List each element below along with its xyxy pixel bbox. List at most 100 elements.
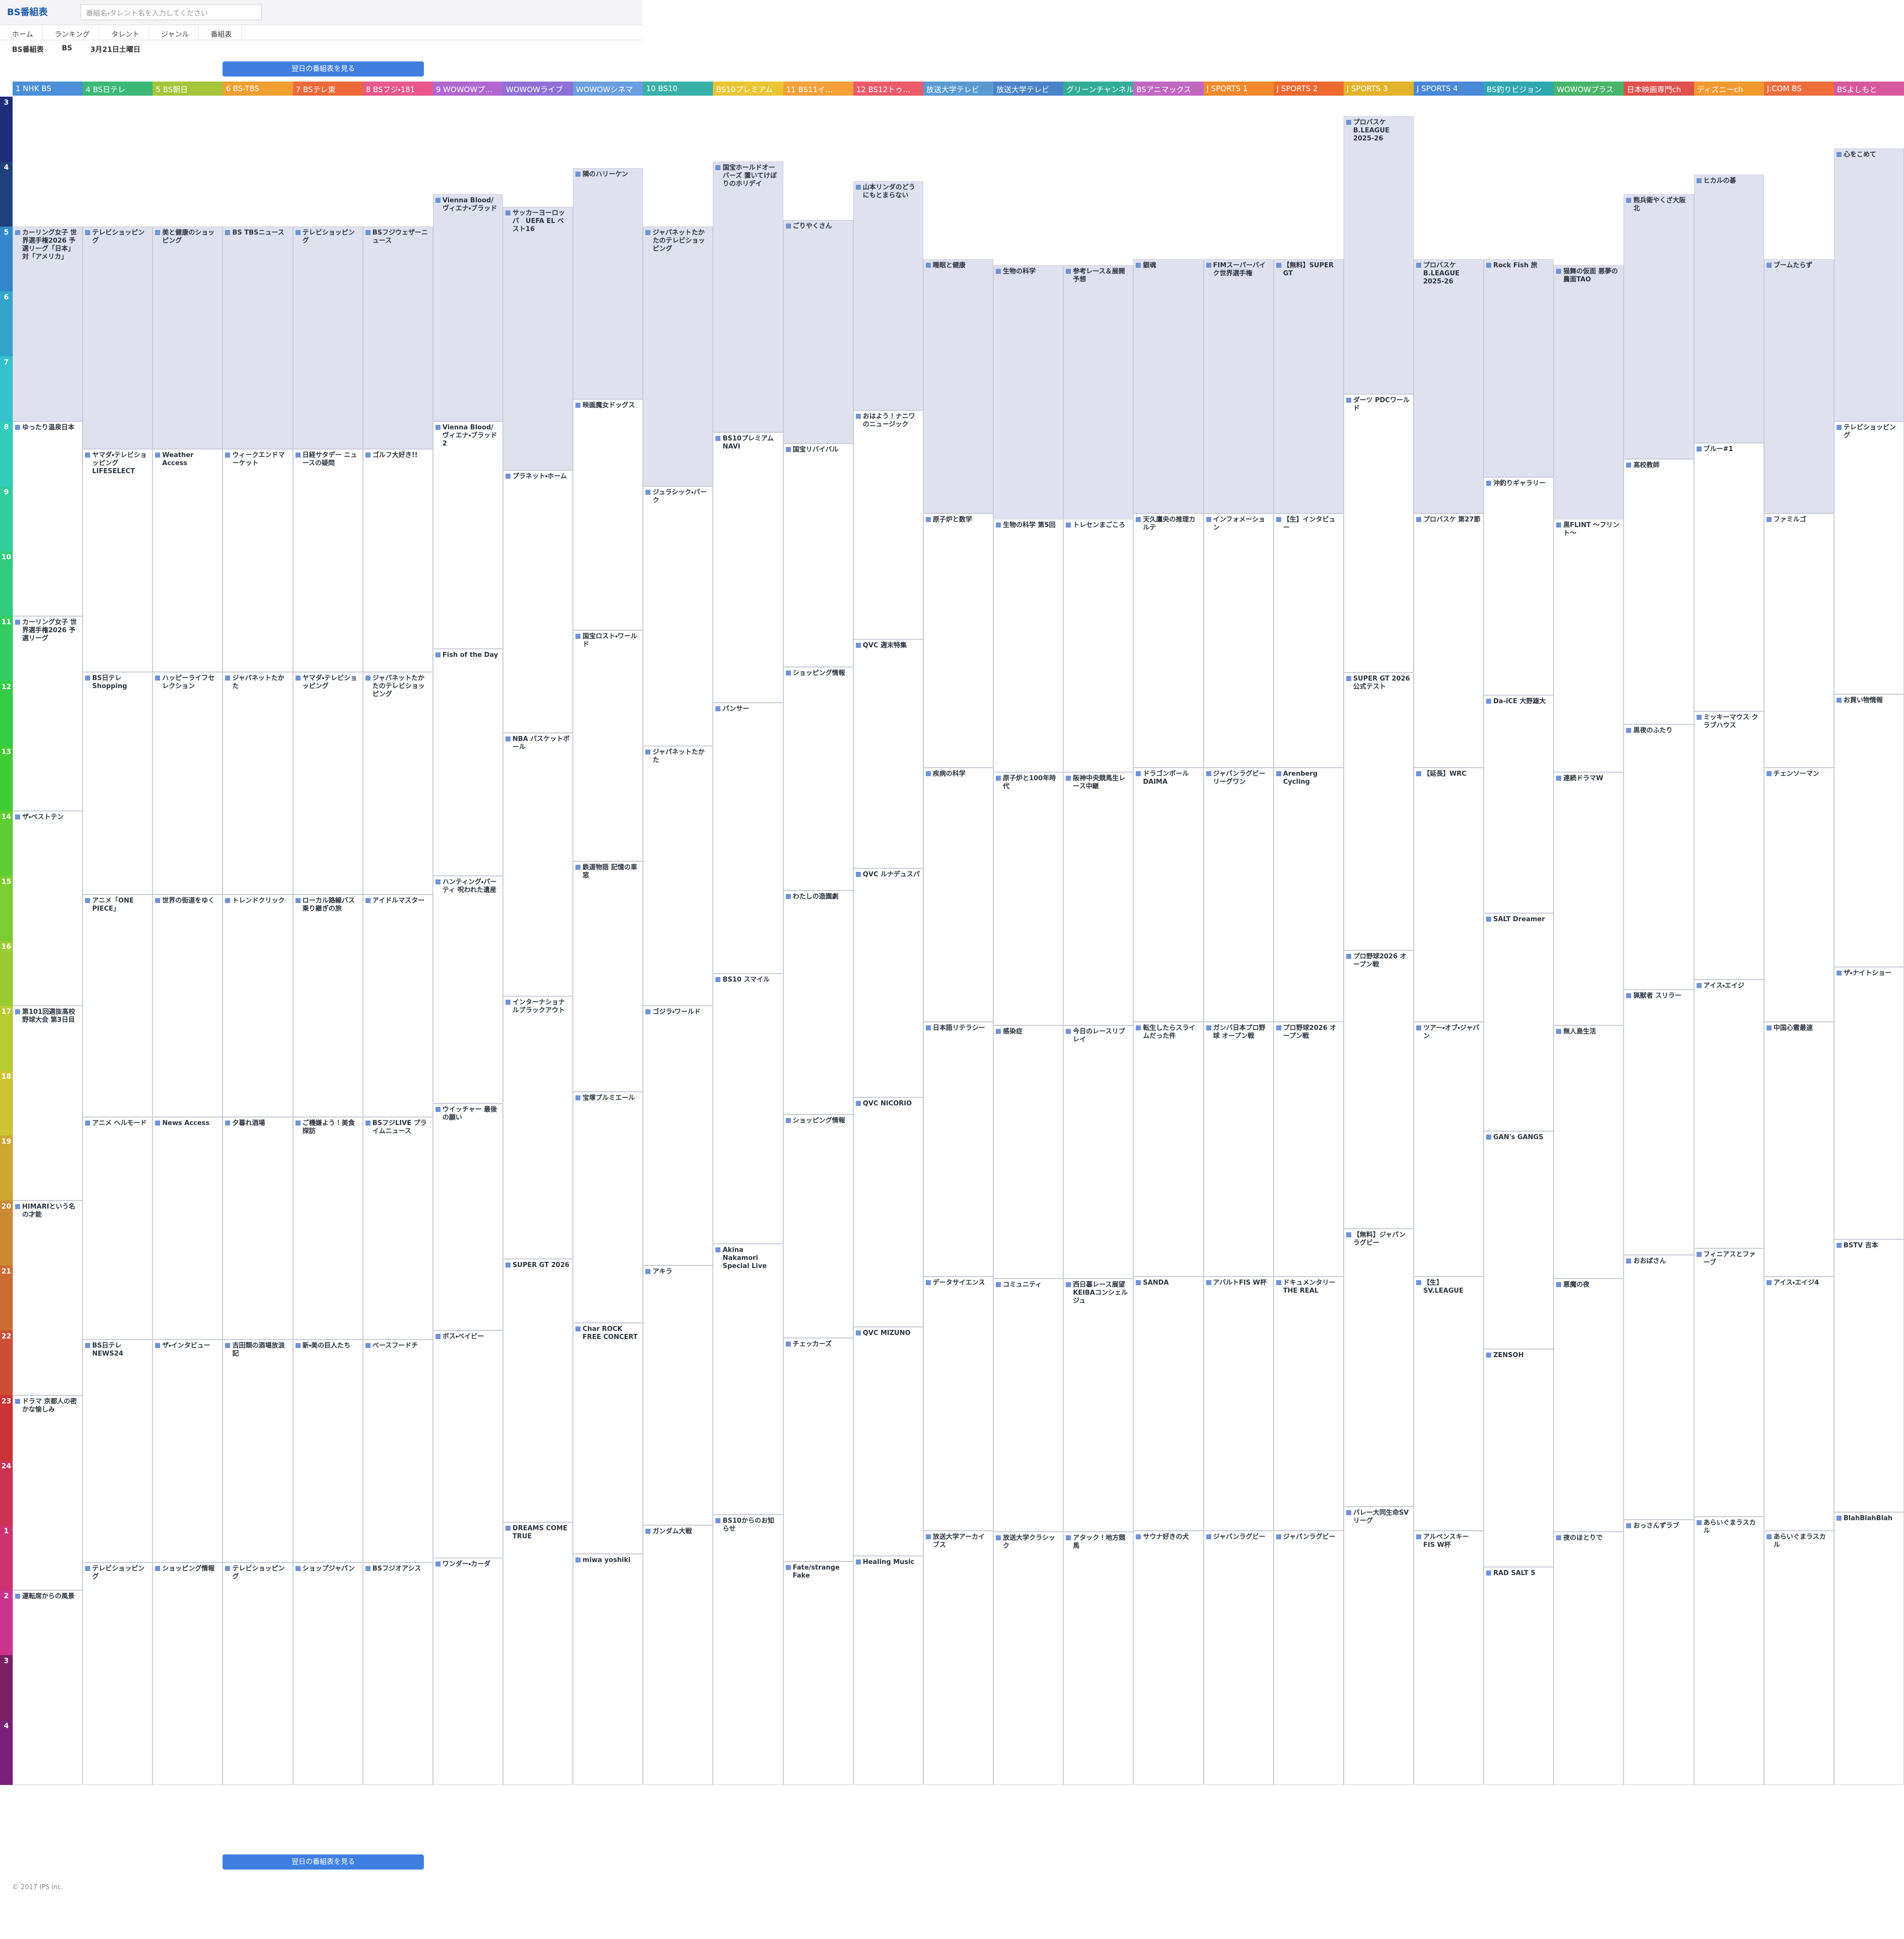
program-cell[interactable]: ワンダー・カーダ [432, 1557, 503, 1785]
program-cell[interactable]: ショッピング情報 [783, 667, 853, 891]
nav-item[interactable]: 番組表 [199, 26, 242, 40]
program-cell[interactable]: ガンバ日本プロ野球 オープン戦 [1203, 1022, 1274, 1277]
program-cell[interactable]: プロ野球2026 オープン戦 [1343, 950, 1414, 1229]
selector[interactable]: BS番組表 [12, 46, 44, 54]
program-cell[interactable]: 新・美の巨人たち [292, 1339, 363, 1562]
program-cell[interactable]: ブームたらず [1764, 259, 1834, 513]
program-cell[interactable]: アルペンスキー FIS W杯 [1413, 1530, 1484, 1785]
program-cell[interactable]: 夕暮れ酒場 [223, 1117, 293, 1340]
program-cell[interactable]: ゴジラ・ワールド [643, 1006, 713, 1265]
program-cell[interactable]: 原子炉と数学 [923, 513, 994, 768]
program-cell[interactable]: ジャパネットたかたのテレビショッピング [643, 227, 713, 486]
program-cell[interactable]: ウイッチャー 最後の願い [432, 1103, 503, 1330]
channel-header[interactable]: WOWOWライブ [503, 82, 573, 96]
program-cell[interactable]: コミュニティ [993, 1278, 1064, 1532]
program-cell[interactable]: ジャパンラグビー リーグワン [1203, 768, 1274, 1022]
program-cell[interactable]: Akina Nakamori Special Live [713, 1244, 783, 1515]
program-cell[interactable]: 疾病の科学 [923, 768, 994, 1022]
program-cell[interactable]: 黒FLINT 〜フリント〜 [1554, 518, 1624, 772]
program-cell[interactable]: ザ・ナイトショー [1834, 966, 1904, 1240]
channel-header[interactable]: ディズニーch [1694, 82, 1764, 96]
channel-header[interactable]: BS釣りビジョン [1484, 82, 1554, 96]
program-cell[interactable]: サウナ好きの犬 [1133, 1530, 1204, 1785]
program-cell[interactable]: アタック！地方競馬 [1063, 1531, 1134, 1785]
program-cell[interactable]: BS10プレミアム NAVI [713, 432, 783, 703]
nav-item[interactable]: ホーム [0, 26, 43, 40]
program-cell[interactable]: 日経サタデー ニュースの疑問 [292, 449, 363, 672]
program-cell[interactable]: 【延長】WRC [1413, 768, 1484, 1022]
program-cell[interactable]: ヤマダ・テレビショッピング [292, 672, 363, 894]
program-cell[interactable]: Arenberg Cycling [1273, 768, 1344, 1022]
program-cell[interactable]: ドラマ 京都人の密かな愉しみ [13, 1395, 83, 1590]
program-cell[interactable]: BSフジオアシス [362, 1562, 433, 1785]
program-cell[interactable]: ドキュメンタリー THE REAL [1273, 1276, 1344, 1531]
program-cell[interactable]: アイス・エイジ [1694, 980, 1764, 1248]
program-cell[interactable]: HIMARIという名の才能 [13, 1201, 83, 1395]
program-cell[interactable]: 【生】インタビュー [1273, 513, 1344, 768]
program-cell[interactable]: 西日暮レース展望 KEIBAコンシェルジュ [1063, 1278, 1134, 1532]
program-cell[interactable]: 今日のレースリプレイ [1063, 1025, 1134, 1279]
program-cell[interactable]: インターナショナルブラックアウト [503, 996, 573, 1259]
program-cell[interactable]: BSTV 吉本 [1834, 1239, 1904, 1513]
program-cell[interactable]: 日本語リテラシー [923, 1022, 994, 1277]
program-cell[interactable]: 猫舞の仮面 悪夢の農面TAO [1554, 265, 1624, 519]
channel-header[interactable]: 6 BS-TBS [223, 82, 293, 96]
program-cell[interactable]: ごりやくさん [783, 220, 853, 444]
program-cell[interactable]: ジャパネットたかた [643, 746, 713, 1006]
program-cell[interactable]: 転生したらスライムだった件 [1133, 1022, 1204, 1277]
program-cell[interactable]: 原子炉と100年時代 [993, 772, 1064, 1025]
nav-item[interactable]: ジャンル [149, 26, 199, 40]
program-cell[interactable]: テレビショッピング [1834, 421, 1904, 694]
program-cell[interactable]: ダーツ PDCワールド [1343, 394, 1414, 673]
program-cell[interactable]: ゴルフ大好き!! [362, 449, 433, 672]
program-cell[interactable]: チェンソーマン [1764, 768, 1834, 1022]
program-cell[interactable]: 【無料】ジャパンラグビー [1343, 1228, 1414, 1507]
program-cell[interactable]: ショッピング情報 [783, 1114, 853, 1338]
program-cell[interactable]: 【無料】SUPER GT [1273, 259, 1344, 513]
program-cell[interactable]: ドラゴンボール DAIMA [1133, 768, 1204, 1022]
program-cell[interactable]: ファミルゴ [1764, 513, 1834, 768]
program-cell[interactable]: ベースフードチ [362, 1339, 433, 1562]
program-cell[interactable]: ザ・インタビュー [153, 1339, 223, 1562]
program-cell[interactable]: miwa yoshiki [573, 1554, 643, 1785]
program-cell[interactable]: BSフジLIVE プライムニュース [362, 1117, 433, 1340]
program-cell[interactable]: 銀魂 [1133, 259, 1204, 513]
program-cell[interactable]: ジャパンラグビー [1203, 1530, 1274, 1785]
program-cell[interactable]: Weather Access [153, 449, 223, 672]
program-cell[interactable]: BS10 スマイル [713, 973, 783, 1244]
program-cell[interactable]: ショッピング情報 [153, 1562, 223, 1785]
program-cell[interactable]: トレセンまごころ [1063, 518, 1134, 772]
channel-header[interactable]: 10 BS10 [643, 82, 713, 96]
program-cell[interactable]: 鉄道物語 記憶の車窓 [573, 861, 643, 1092]
program-cell[interactable]: 天久鷹央の推理カルテ [1133, 513, 1204, 768]
program-cell[interactable]: QVC NICORIO [853, 1097, 923, 1327]
program-cell[interactable]: ガンダム大戦 [643, 1525, 713, 1785]
program-cell[interactable]: ブルー#1 [1694, 443, 1764, 712]
selector[interactable]: BS [61, 44, 72, 52]
program-cell[interactable]: SUPER GT 2026 [503, 1259, 573, 1522]
search-box[interactable]: 番組名・タレント名を入力してください [81, 4, 262, 20]
program-cell[interactable]: Char ROCK FREE CONCERT [573, 1323, 643, 1554]
channel-header[interactable]: 9 WOWOWプ… [432, 82, 503, 96]
program-cell[interactable]: 夜のほとりで [1554, 1531, 1624, 1785]
program-cell[interactable]: アイス・エイジ4 [1764, 1276, 1834, 1531]
program-cell[interactable]: プロバスケ 第27節 [1413, 513, 1484, 768]
program-cell[interactable]: 黒夜のふたり [1624, 724, 1694, 990]
channel-header[interactable]: 日本映画専門ch [1624, 82, 1694, 96]
program-cell[interactable]: テレビショッピング [223, 1562, 293, 1785]
channel-header[interactable]: J SPORTS 4 [1413, 82, 1484, 96]
program-cell[interactable]: 阪神中央競馬生レース中継 [1063, 772, 1134, 1025]
program-cell[interactable]: SUPER GT 2026 公式テスト [1343, 672, 1414, 951]
program-cell[interactable]: カーリング女子 世界選手権2026 予選リーグ「日本」対「アメリカ」 [13, 227, 83, 421]
program-cell[interactable]: 猟獣者 スリラー [1624, 989, 1694, 1255]
program-cell[interactable]: SALT Dreamer [1484, 913, 1554, 1131]
program-cell[interactable]: おおばさん [1624, 1254, 1694, 1520]
program-cell[interactable]: ミッキーマウス クラブハウス [1694, 711, 1764, 980]
program-cell[interactable]: テレビショッピング [292, 227, 363, 450]
program-cell[interactable]: ジャパンラグビー [1273, 1530, 1344, 1785]
channel-header[interactable]: 12 BS12トゥ… [853, 82, 923, 96]
channel-header[interactable]: BS10プレミアム [713, 82, 783, 96]
program-cell[interactable]: 国宝リバイバル [783, 443, 853, 667]
channel-header[interactable]: J:COM BS [1764, 82, 1834, 96]
program-cell[interactable]: ボス・ベイビー [432, 1330, 503, 1558]
